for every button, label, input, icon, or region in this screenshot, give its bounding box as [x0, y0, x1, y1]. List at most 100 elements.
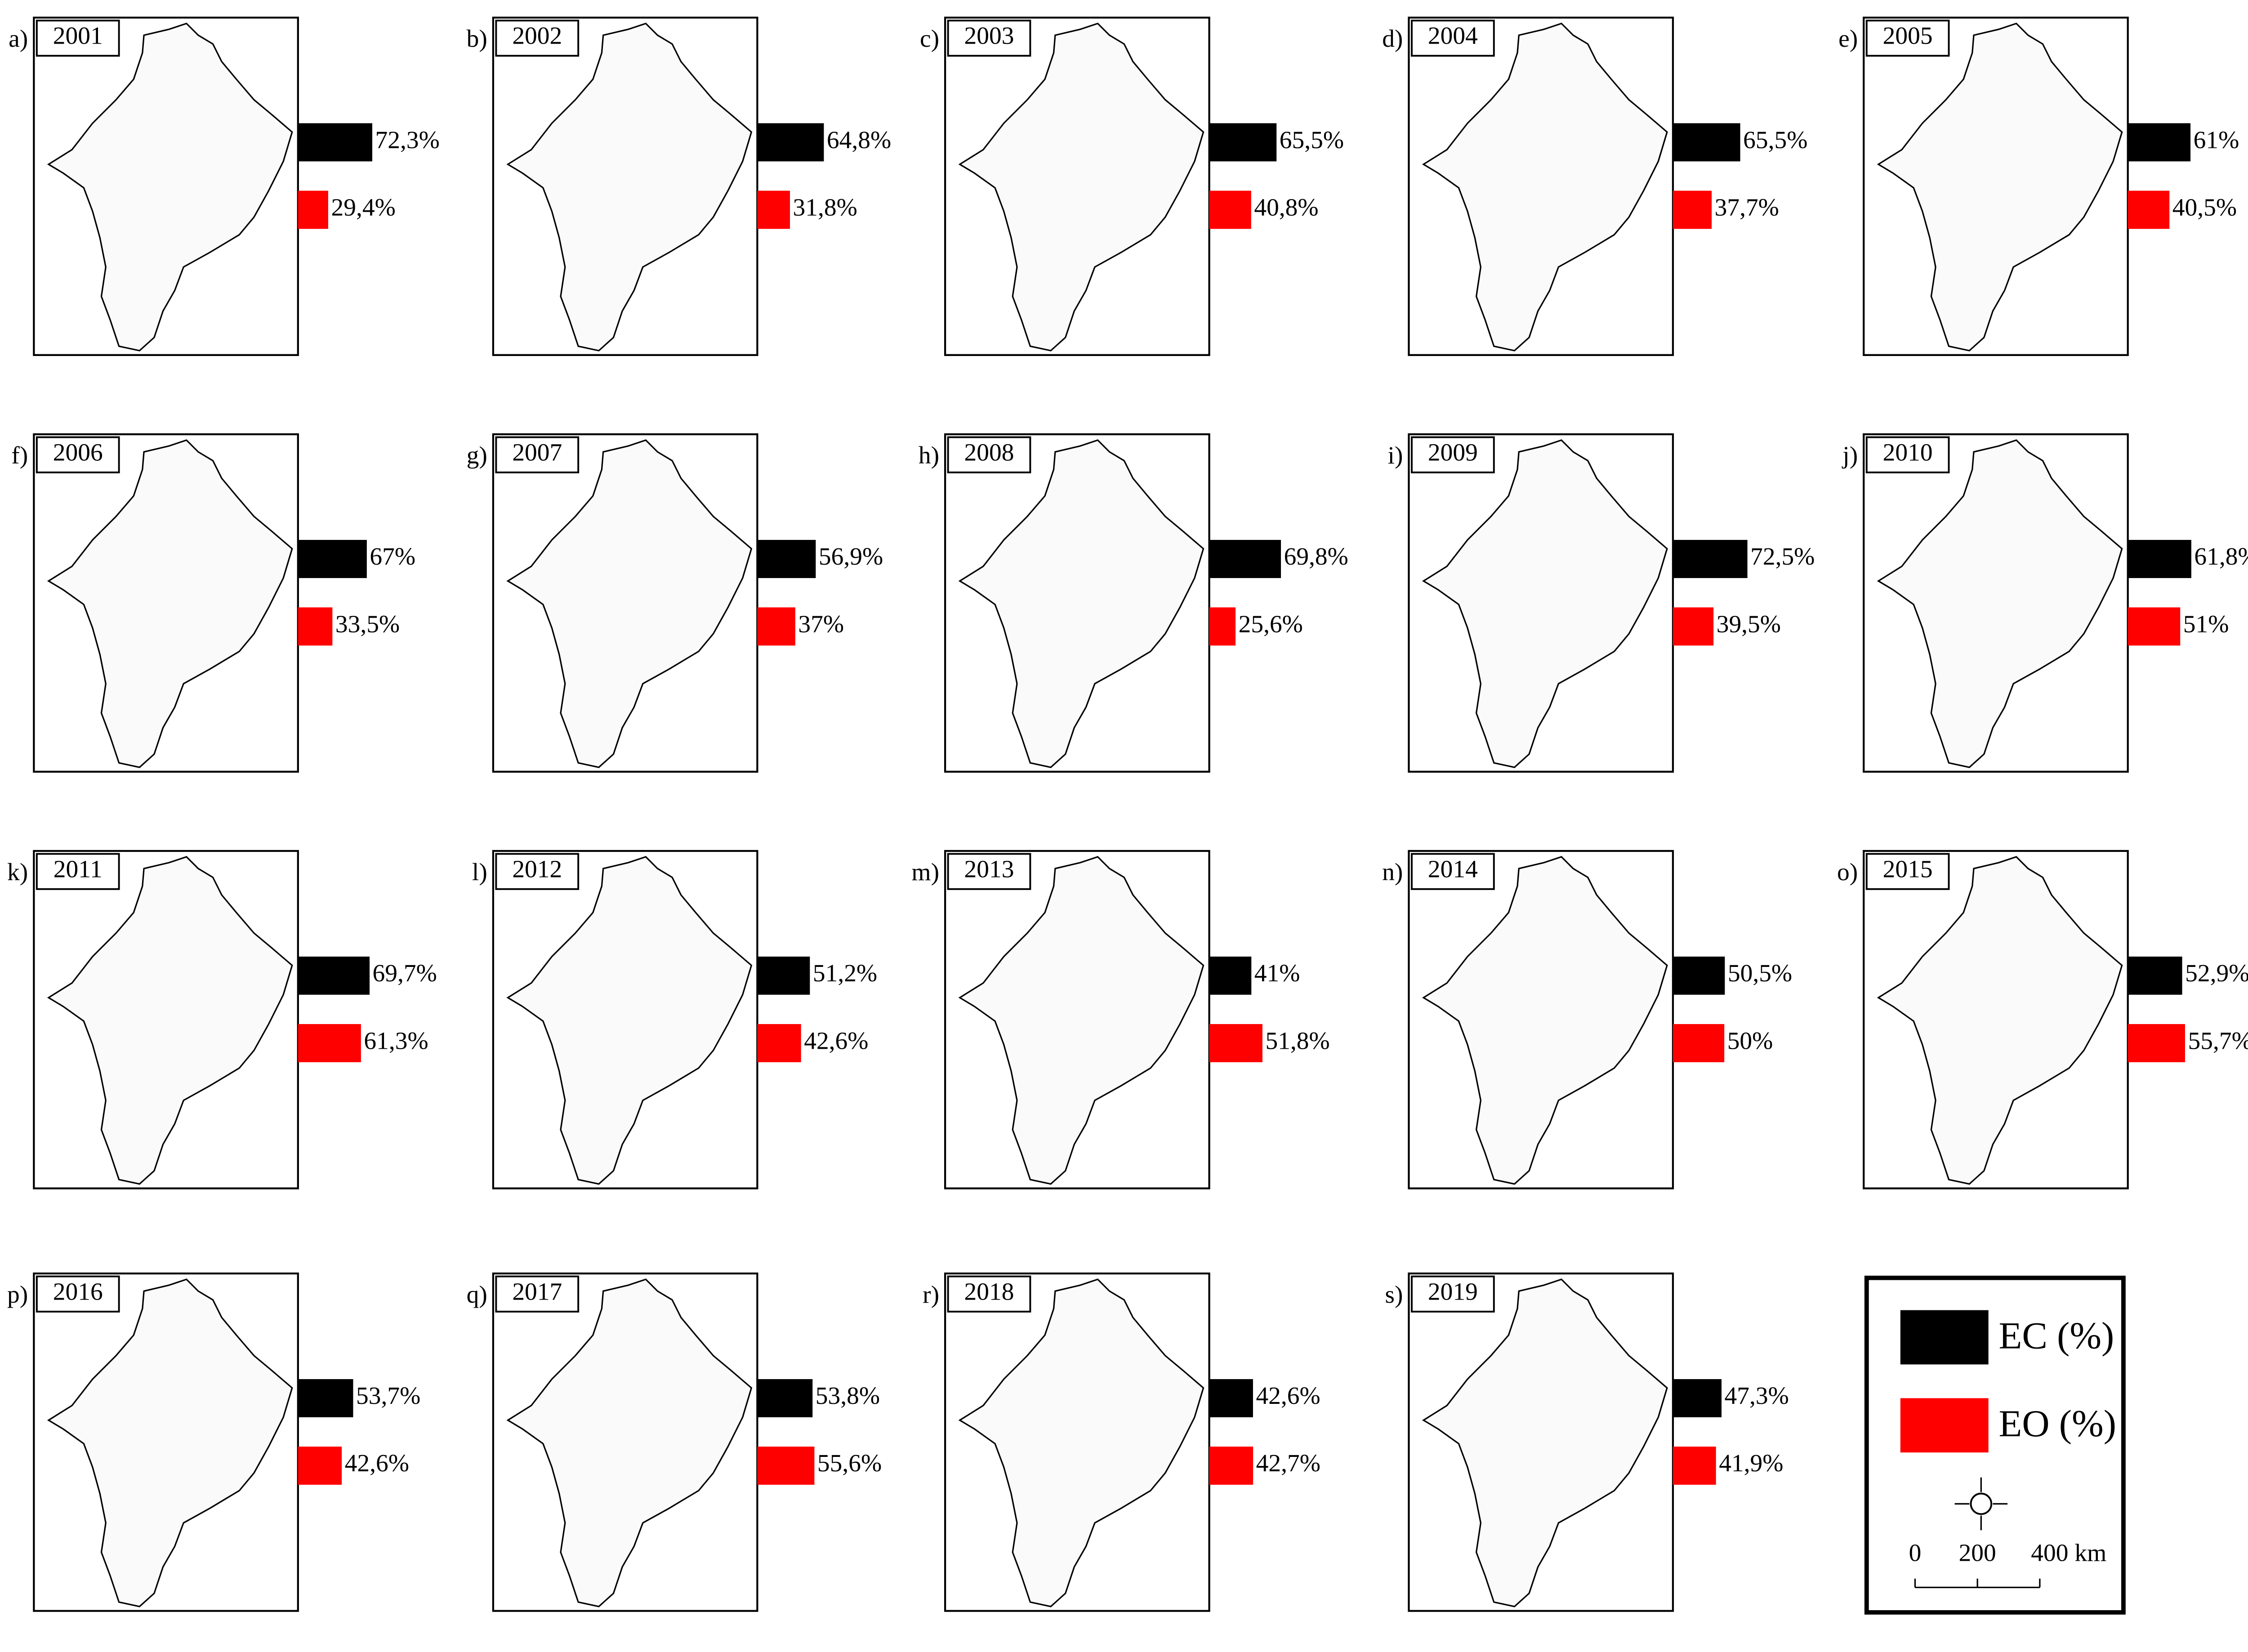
panel: 2004 d) 65,5% 37,7%: [1382, 17, 1807, 356]
bar: [757, 123, 824, 162]
year-label: 2015: [1883, 855, 1933, 883]
year-label: 2003: [964, 22, 1014, 50]
value-label: 65,5%: [1743, 126, 1807, 154]
year-label: 2016: [53, 1278, 103, 1305]
year-label: 2009: [1428, 439, 1478, 467]
panel: 2016 p) 53,7% 42,6%: [7, 1272, 420, 1612]
year-label: 2007: [512, 439, 562, 467]
legend-swatch: [1900, 1398, 1989, 1453]
year-box: [1865, 19, 1950, 57]
value-label: 61,3%: [364, 1027, 428, 1055]
bar: [1209, 607, 1236, 646]
year-label: 2014: [1428, 855, 1478, 883]
panel-letter: i): [1388, 442, 1403, 469]
legend-label: EC (%): [1999, 1314, 2114, 1357]
panel: 2017 q) 53,8% 55,6%: [467, 1272, 882, 1612]
value-label: 72,5%: [1750, 543, 1815, 570]
year-label: 2011: [54, 855, 103, 883]
value-label: 61,8%: [2194, 543, 2248, 570]
year-label: 2017: [512, 1278, 562, 1305]
panel: 2013 m) 41% 51,8%: [911, 850, 1330, 1189]
value-label: 55,6%: [817, 1450, 882, 1477]
year-box: [495, 436, 580, 473]
bar: [1673, 1379, 1722, 1417]
panel-letter: j): [1842, 442, 1858, 469]
bar: [1673, 191, 1712, 229]
year-box: [36, 19, 120, 57]
year-box: [1411, 436, 1495, 473]
bar: [298, 1024, 361, 1062]
panel: 2002 b) 64,8% 31,8%: [467, 17, 891, 356]
value-label: 69,7%: [373, 960, 437, 987]
panel: 2009 i) 72,5% 39,5%: [1388, 433, 1815, 773]
bar: [298, 607, 333, 646]
legend-swatch: [1900, 1310, 1989, 1365]
panel-letter: d): [1382, 25, 1403, 53]
value-label: 53,8%: [816, 1382, 880, 1410]
value-label: 47,3%: [1725, 1382, 1789, 1410]
value-label: 65,5%: [1280, 126, 1344, 154]
value-label: 31,8%: [793, 194, 857, 221]
value-label: 69,8%: [1284, 543, 1348, 570]
panel-letter: r): [923, 1281, 939, 1309]
bar: [757, 1379, 813, 1417]
value-label: 39,5%: [1717, 610, 1781, 638]
value-label: 37,7%: [1715, 194, 1779, 221]
year-label: 2004: [1428, 22, 1478, 50]
year-label: 2008: [964, 439, 1014, 467]
panel: 2010 j) 61,8% 51%: [1842, 433, 2248, 773]
legend-box: [1864, 1275, 2126, 1615]
year-box: [1411, 19, 1495, 57]
bar: [2128, 607, 2181, 646]
value-label: 41,9%: [1719, 1450, 1783, 1477]
bar: [2128, 191, 2170, 229]
bar: [298, 956, 370, 995]
legend-label: EO (%): [1999, 1403, 2117, 1445]
year-box: [1865, 853, 1950, 890]
year-box: [36, 1275, 120, 1313]
year-box: [947, 853, 1031, 890]
bar: [757, 540, 816, 578]
panel-letter: o): [1837, 859, 1858, 886]
year-box: [947, 436, 1031, 473]
year-box: [495, 19, 580, 57]
value-label: 53,7%: [356, 1382, 420, 1410]
year-label: 2002: [512, 22, 562, 50]
bar: [1209, 191, 1251, 229]
panel-letter: a): [9, 25, 28, 53]
year-box: [947, 19, 1031, 57]
bar: [1209, 123, 1277, 162]
panel-letter: e): [1838, 25, 1858, 53]
bar: [1673, 1447, 1716, 1485]
bar: [298, 1379, 353, 1417]
bar: [1209, 1024, 1262, 1062]
panel: 2005 e) 61% 40,5%: [1838, 17, 2239, 356]
bar: [298, 1447, 342, 1485]
year-label: 2018: [964, 1278, 1014, 1305]
scale-tick-label: 200: [1959, 1539, 1996, 1567]
scale-tick-label: 0: [1909, 1539, 1922, 1567]
bar: [1673, 956, 1725, 995]
value-label: 29,4%: [331, 194, 396, 221]
year-label: 2005: [1883, 22, 1933, 50]
panel: 2014 n) 50,5% 50%: [1382, 850, 1792, 1189]
bar: [1209, 1447, 1253, 1485]
bar: [1673, 123, 1740, 162]
bar: [757, 191, 790, 229]
value-label: 72,3%: [375, 126, 440, 154]
year-box: [36, 853, 120, 890]
panel: 2008 h) 69,8% 25,6%: [919, 433, 1348, 773]
value-label: 56,9%: [819, 543, 883, 570]
value-label: 50%: [1727, 1027, 1773, 1055]
year-box: [495, 853, 580, 890]
value-label: 42,7%: [1256, 1450, 1320, 1477]
year-box: [1865, 436, 1950, 473]
value-label: 64,8%: [827, 126, 891, 154]
bar: [757, 607, 795, 646]
value-label: 40,8%: [1254, 194, 1318, 221]
panel-letter: f): [11, 442, 28, 469]
year-label: 2019: [1428, 1278, 1478, 1305]
year-label: 2010: [1883, 439, 1933, 467]
